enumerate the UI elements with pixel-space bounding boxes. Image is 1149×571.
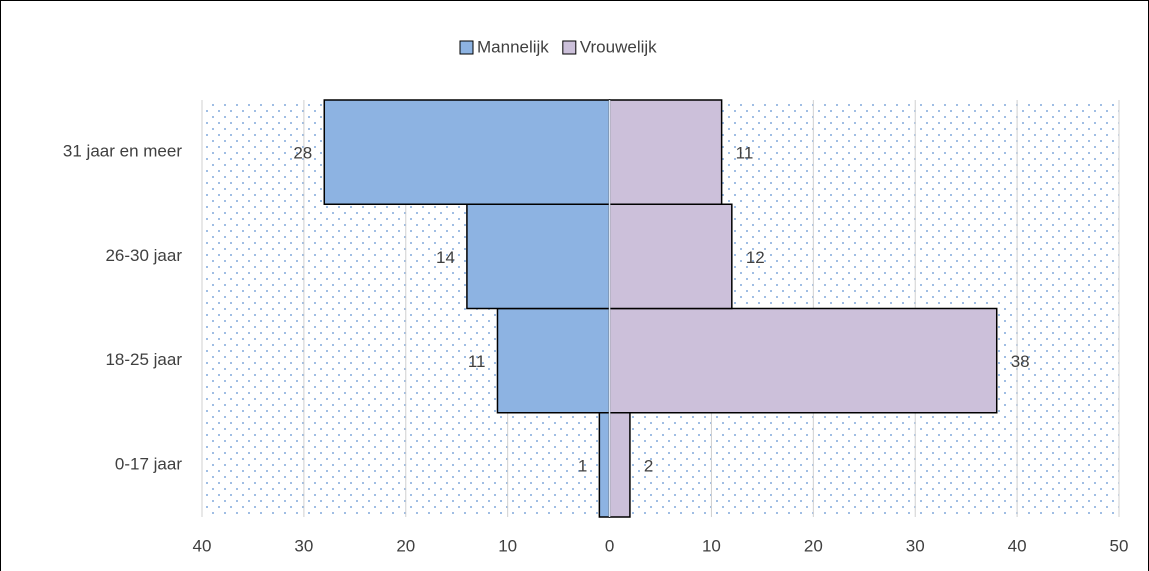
x-tick-label: 10 [498, 536, 517, 555]
x-tick-label: 30 [906, 536, 925, 555]
x-tick-label: 40 [1008, 536, 1027, 555]
y-tick-label: 31 jaar en meer [63, 142, 182, 161]
data-label: 38 [1011, 352, 1030, 371]
bar [608, 203, 733, 310]
data-label: 2 [644, 456, 653, 475]
bar [598, 412, 611, 518]
data-label: 28 [293, 144, 312, 163]
x-tick-label: 40 [193, 536, 212, 555]
legend-label: Mannelijk [477, 37, 549, 56]
data-label: 14 [436, 248, 455, 267]
x-tick-label: 20 [804, 536, 823, 555]
bar [466, 203, 611, 310]
legend-label: Vrouwelijk [580, 37, 657, 56]
bar [608, 307, 998, 414]
legend-swatch [459, 40, 474, 55]
x-tick-label: 10 [702, 536, 721, 555]
y-tick-label: 0-17 jaar [115, 454, 182, 473]
data-label: 1 [578, 456, 587, 475]
y-tick-label: 18-25 jaar [105, 350, 182, 369]
y-tick-label: 26-30 jaar [105, 246, 182, 265]
bar [608, 99, 723, 205]
legend-swatch [562, 40, 577, 55]
x-tick-label: 0 [605, 536, 614, 555]
x-tick-label: 30 [294, 536, 313, 555]
data-label: 11 [736, 144, 754, 163]
x-tick-label: 20 [396, 536, 415, 555]
bar [496, 307, 611, 414]
data-label: 11 [468, 352, 486, 371]
bar [323, 99, 611, 205]
data-label: 12 [746, 248, 765, 267]
bar [608, 412, 631, 518]
x-tick-label: 50 [1110, 536, 1129, 555]
